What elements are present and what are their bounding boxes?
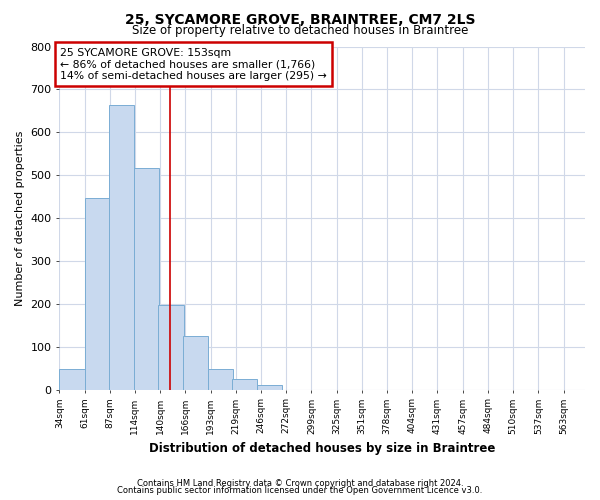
Bar [85,198,110,390]
Text: Size of property relative to detached houses in Braintree: Size of property relative to detached ho… [132,24,468,37]
X-axis label: Distribution of detached houses by size in Braintree: Distribution of detached houses by size … [149,442,496,455]
Bar [182,336,208,390]
Bar [158,305,184,390]
Bar [134,168,159,390]
Text: 25, SYCAMORE GROVE, BRAINTREE, CM7 2LS: 25, SYCAMORE GROVE, BRAINTREE, CM7 2LS [125,12,475,26]
Y-axis label: Number of detached properties: Number of detached properties [15,130,25,306]
Text: 25 SYCAMORE GROVE: 153sqm
← 86% of detached houses are smaller (1,766)
14% of se: 25 SYCAMORE GROVE: 153sqm ← 86% of detac… [60,48,327,81]
Bar [232,380,257,390]
Text: Contains HM Land Registry data © Crown copyright and database right 2024.: Contains HM Land Registry data © Crown c… [137,478,463,488]
Bar [59,370,85,390]
Bar [208,370,233,390]
Bar [109,106,134,390]
Bar [257,386,283,390]
Text: Contains public sector information licensed under the Open Government Licence v3: Contains public sector information licen… [118,486,482,495]
